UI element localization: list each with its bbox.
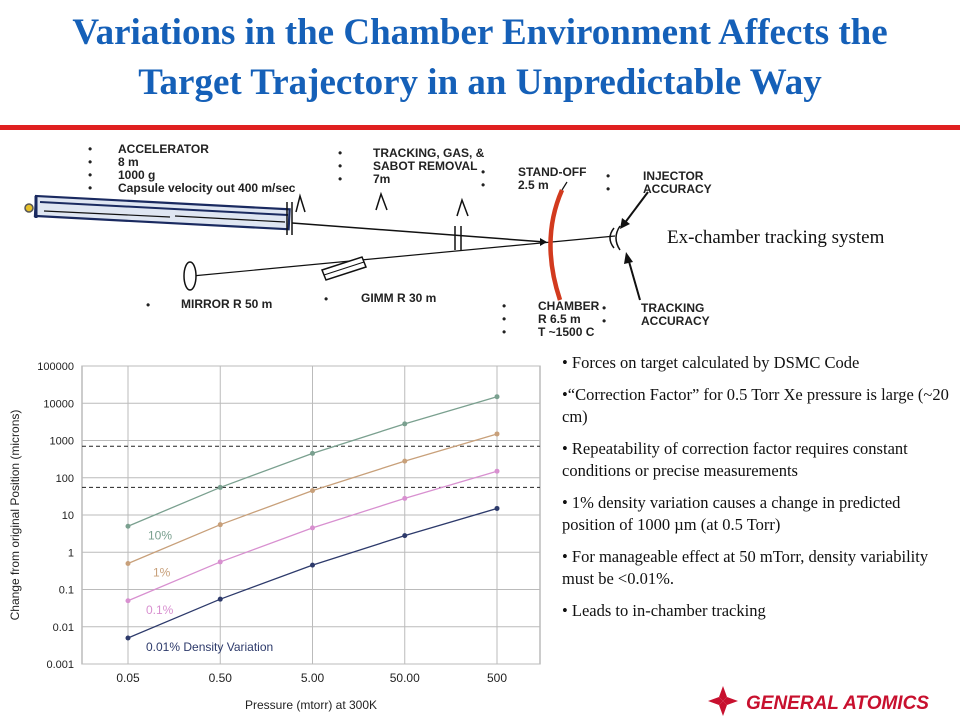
injector-label: INJECTOR ACCURACY	[643, 169, 712, 196]
tracking-accuracy-bullets: • •	[602, 301, 607, 328]
accelerator-tube	[33, 194, 291, 231]
logo-diamond-icon	[708, 686, 738, 716]
target-injection-diagram	[24, 181, 649, 301]
data-point	[494, 394, 500, 400]
data-point	[125, 598, 131, 604]
laser-path-line	[191, 235, 616, 277]
mirror-bullet: •	[146, 298, 151, 312]
tracking-accuracy-arrow	[627, 257, 641, 301]
accelerator-bullets: • • • •	[88, 142, 93, 195]
data-point	[217, 559, 223, 565]
standoff-bullets: • •	[481, 165, 486, 192]
detector-gate-2	[375, 191, 388, 211]
y-tick-label: 1	[68, 547, 74, 559]
data-point	[310, 450, 315, 456]
tracking-accuracy-label: TRACKING ACCURACY	[641, 301, 710, 328]
bullet-list: • Forces on target calculated by DSMC Co…	[562, 352, 954, 632]
injector-bullets: • •	[606, 169, 611, 196]
data-point	[217, 522, 223, 528]
x-tick-label: 0.05	[116, 671, 140, 685]
accelerator-label: ACCELERATOR 8 m 1000 g Capsule velocity …	[118, 142, 296, 195]
data-point	[402, 533, 408, 539]
data-point	[217, 596, 223, 602]
data-point	[217, 484, 223, 490]
series-label: 1%	[153, 566, 171, 580]
data-point	[494, 431, 500, 437]
bullet-item: • Leads to in-chamber tracking	[562, 601, 766, 620]
y-tick-label: 0.1	[59, 585, 74, 597]
data-point	[310, 562, 315, 568]
data-point	[310, 525, 315, 531]
x-tick-label: 5.00	[301, 671, 325, 685]
data-point	[402, 421, 408, 427]
series-label: 0.1%	[146, 603, 174, 617]
series-label: 10%	[148, 528, 172, 542]
y-tick-label: 10	[62, 510, 74, 522]
tracking-gas-bullets: • • •	[338, 146, 343, 186]
data-point	[494, 468, 500, 474]
y-tick-label: 0.01	[53, 622, 74, 634]
x-tick-label: 50.00	[390, 671, 420, 685]
y-tick-label: 10000	[43, 398, 74, 410]
data-point	[402, 458, 408, 464]
chamber-wall	[548, 189, 565, 301]
data-point	[494, 505, 500, 511]
bullet-item: • Forces on target calculated by DSMC Co…	[562, 353, 860, 372]
y-tick-label: 100000	[37, 361, 74, 373]
bullet-item: • Repeatability of correction factor req…	[562, 439, 908, 480]
standoff-label: STAND-OFF 2.5 m	[518, 165, 587, 192]
data-point	[125, 523, 131, 529]
bullet-item: • For manageable effect at 50 mTorr, den…	[562, 547, 929, 588]
chart-svg: 0.001 0.01 0.1 1 10 100 1000 10000 100000 0.05 0.5…	[8, 361, 541, 712]
title-line-1: Variations in the Chamber Environment Af…	[72, 12, 888, 53]
ex-chamber-label: Ex-chamber tracking system	[667, 227, 885, 248]
x-axis-label: Pressure (mtorr) at 300K	[245, 698, 377, 712]
y-axis-label: Change from original Position (microns)	[8, 410, 22, 621]
bullet-item: •“Correction Factor” for 0.5 Torr Xe pre…	[562, 385, 949, 426]
series-label: 0.01% Density Variation	[146, 640, 273, 654]
target-icon	[609, 225, 621, 251]
capsule-icon	[24, 203, 34, 213]
gimm-icon	[321, 256, 367, 281]
logo-text: GENERAL ATOMICS	[746, 693, 929, 714]
trajectory-arrow	[540, 238, 547, 246]
data-point	[125, 560, 131, 566]
gimm-label: GIMM R 30 m	[361, 291, 437, 305]
chamber-label: CHAMBER R 6.5 m T ~1500 C	[538, 299, 600, 339]
trajectory-line	[291, 222, 546, 243]
detector-gate-1	[286, 193, 306, 235]
mirror-icon	[183, 261, 197, 291]
data-point	[310, 488, 315, 494]
mirror-label: MIRROR R 50 m	[181, 297, 273, 311]
logo-svg: GENERAL ATOMICS	[708, 686, 929, 716]
y-tick-label: 100	[56, 473, 74, 485]
general-atomics-logo: GENERAL ATOMICS	[706, 684, 956, 723]
title-underline	[0, 125, 960, 130]
y-tick-label: 1000	[50, 436, 74, 448]
detector-gate-3	[454, 197, 469, 250]
bullet-item: • 1% density variation causes a change i…	[562, 493, 901, 534]
title-line-2: Target Trajectory in an Unpredictable Wa…	[138, 62, 822, 103]
data-point	[125, 635, 131, 641]
position-change-chart: 0.001 0.01 0.1 1 10 100 1000 10000 100000 0.05 0.5…	[0, 346, 550, 720]
data-point	[402, 495, 408, 501]
tracking-gas-label: TRACKING, GAS, & SABOT REMOVAL 7m	[373, 146, 485, 186]
gimm-bullet: •	[324, 292, 329, 306]
y-tick-label: 0.001	[46, 659, 74, 671]
x-tick-label: 500	[487, 671, 507, 685]
injector-accuracy-arrow	[623, 191, 649, 225]
x-tick-label: 0.50	[209, 671, 233, 685]
chamber-bullets: • • •	[502, 299, 507, 339]
slide-title: Variations in the Chamber Environment Af…	[0, 8, 960, 108]
